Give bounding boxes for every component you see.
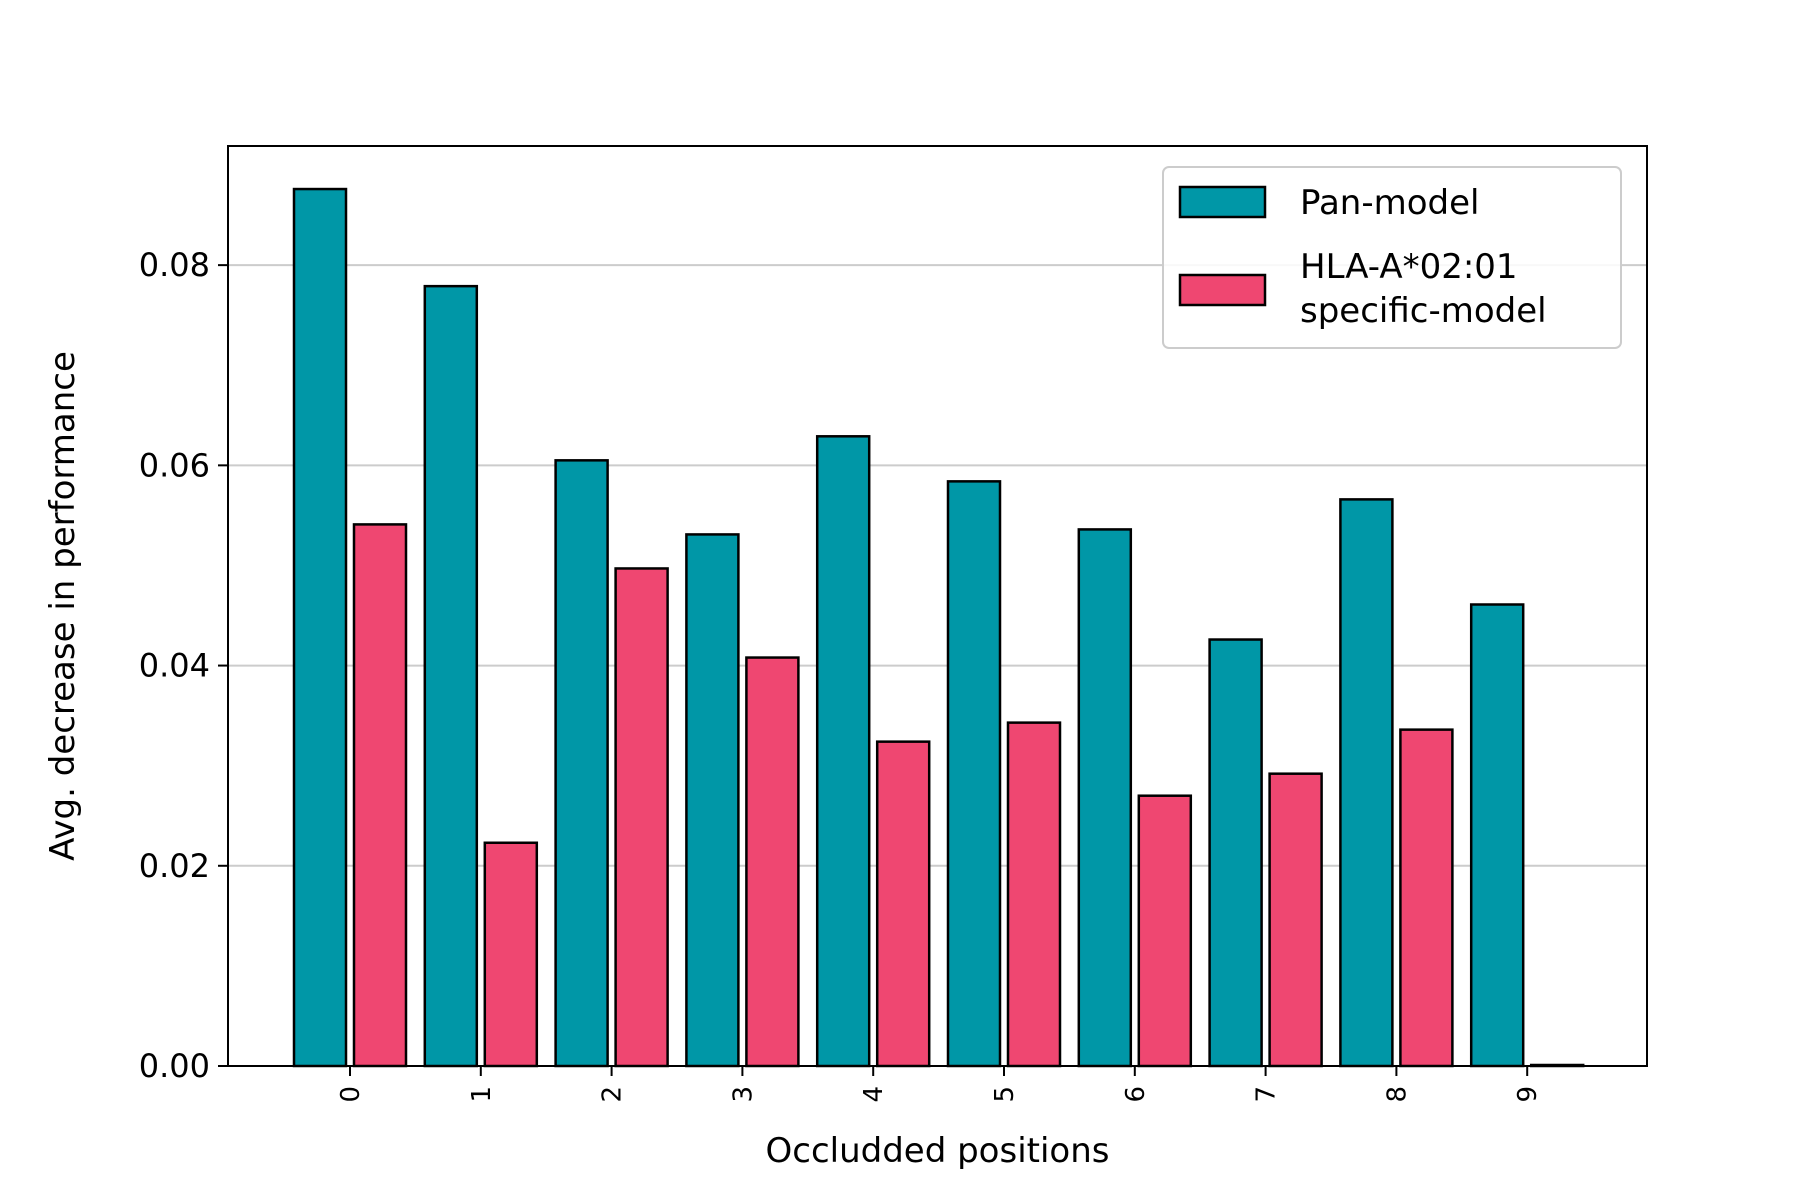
x-tick-label: 9 (1513, 1086, 1543, 1103)
x-tick-label: 6 (1121, 1086, 1151, 1103)
x-tick-label: 5 (990, 1086, 1020, 1103)
bar-specific-model-1 (483, 841, 539, 1068)
bar-specific-model-7 (1268, 772, 1323, 1068)
y-axis-title: Avg. decrease in performance (43, 351, 83, 861)
bar-specific-model-8 (1399, 728, 1454, 1068)
x-tick-label: 4 (859, 1086, 889, 1103)
bar-pan-model-7 (1208, 638, 1263, 1068)
y-tick-label: 0.02 (139, 847, 210, 885)
x-axis: 0 1 2 3 4 5 6 7 8 9 (336, 1066, 1543, 1103)
legend-swatch (1178, 273, 1267, 307)
bar-pan-model-8 (1339, 498, 1394, 1068)
bar-pan-model-5 (946, 480, 1002, 1068)
x-tick-label: 8 (1382, 1086, 1412, 1103)
y-tick-label: 0.06 (139, 446, 210, 484)
bar-specific-model-0 (352, 523, 408, 1068)
y-tick-label: 0.08 (139, 246, 210, 284)
plot-frame (227, 145, 1648, 1067)
bar-pan-model-4 (815, 435, 871, 1068)
y-axis: 0.00 0.02 0.04 0.06 0.08 (139, 246, 228, 1085)
bar-pan-model-1 (423, 284, 479, 1068)
bar-pan-model-6 (1077, 528, 1133, 1068)
bar-specific-model-2 (614, 567, 669, 1068)
x-tick-label: 1 (467, 1086, 497, 1103)
bar-pan-model-3 (685, 533, 740, 1068)
x-tick-label: 0 (336, 1086, 366, 1103)
bar-pan-model-2 (554, 459, 609, 1068)
legend-swatch (1178, 185, 1267, 219)
y-tick-label: 0.00 (139, 1047, 210, 1085)
bar-specific-model-3 (745, 656, 800, 1068)
bars (292, 187, 1585, 1068)
legend-label: specific-model (1300, 291, 1547, 331)
bar-pan-model-0 (292, 187, 348, 1068)
x-tick-label: 3 (728, 1086, 758, 1103)
y-tick-label: 0.04 (139, 647, 210, 685)
x-axis-title: Occludded positions (765, 1131, 1109, 1171)
legend-box (1162, 166, 1622, 349)
bar-specific-model-6 (1137, 794, 1193, 1068)
legend-label: HLA-A*02:01 (1300, 247, 1518, 287)
bar-specific-model-5 (1006, 721, 1062, 1068)
legend-label: Pan-model (1300, 183, 1480, 223)
bar-pan-model-9 (1469, 603, 1525, 1068)
x-tick-label: 7 (1252, 1086, 1282, 1103)
bar-specific-model-4 (875, 740, 931, 1068)
x-tick-label: 2 (598, 1086, 628, 1103)
